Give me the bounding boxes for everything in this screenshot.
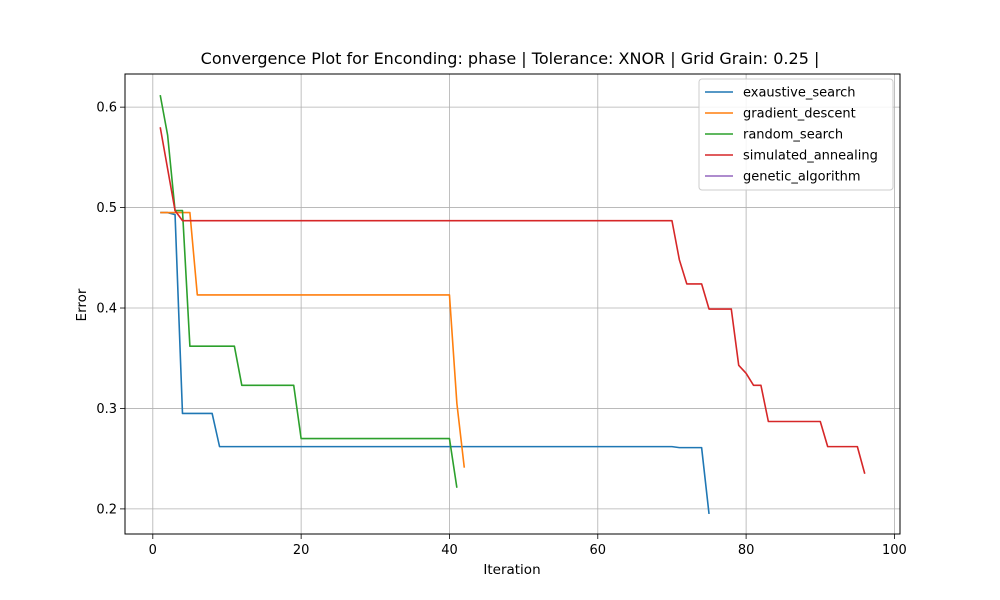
y-axis-label: Error [74, 288, 90, 321]
series-line-gradient-descent [160, 211, 466, 468]
series-line-exaustive-search [160, 211, 710, 514]
x-axis-ticks: 0 20 40 60 80 100 [149, 534, 907, 558]
chart-title: Convergence Plot for Enconding: phase | … [201, 49, 820, 68]
series-line-random-search [159, 94, 458, 488]
x-tick-label: 80 [738, 543, 755, 558]
y-tick-label: 0.3 [96, 402, 117, 417]
legend-box [698, 78, 894, 191]
legend-label: exaustive_search [743, 86, 856, 101]
y-tick-label: 0.4 [96, 302, 117, 317]
y-tick-label: 0.2 [96, 502, 117, 517]
series-layer [159, 94, 866, 514]
y-tick-label: 0.6 [96, 101, 117, 116]
legend-label: gradient_descent [743, 107, 856, 122]
y-tick-label: 0.5 [96, 201, 117, 216]
legend-label: genetic_algorithm [743, 170, 861, 185]
x-tick-label: 60 [590, 543, 607, 558]
x-tick-label: 0 [149, 543, 157, 558]
legend: exaustive_search gradient_descent random_s… [698, 78, 894, 191]
legend-label: random_search [743, 128, 843, 143]
x-tick-label: 40 [441, 543, 458, 558]
y-axis-ticks: 0.2 0.3 0.4 0.5 0.6 [96, 101, 125, 517]
x-axis-label: Iteration [483, 562, 540, 578]
axes-frame [124, 73, 901, 535]
x-tick-label: 100 [882, 543, 907, 558]
legend-label: simulated_annealing [743, 149, 878, 164]
series-line-simulated-annealing [159, 127, 866, 474]
x-tick-label: 20 [293, 543, 310, 558]
